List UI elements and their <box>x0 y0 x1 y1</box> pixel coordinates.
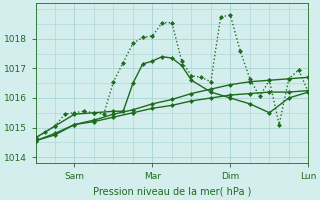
X-axis label: Pression niveau de la mer( hPa ): Pression niveau de la mer( hPa ) <box>93 187 251 197</box>
